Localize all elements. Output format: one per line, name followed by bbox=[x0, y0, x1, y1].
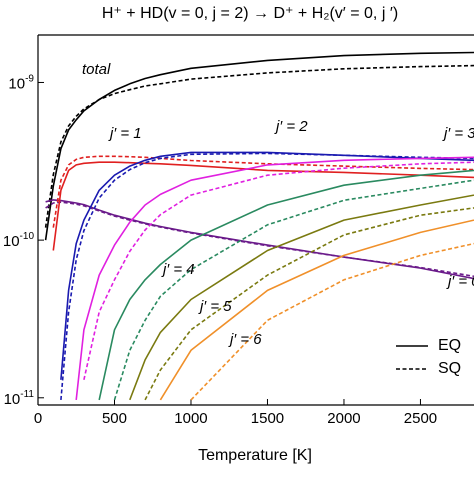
x-tick-label: 2000 bbox=[327, 410, 360, 427]
series-label: total bbox=[82, 61, 111, 78]
series-label: j′ = 1 bbox=[108, 125, 142, 142]
sq-line bbox=[84, 162, 474, 380]
y-tick-label: 10-9 bbox=[8, 73, 34, 92]
x-tick-label: 0 bbox=[34, 410, 42, 427]
series-label: j′ = 3 bbox=[442, 125, 474, 142]
y-tick-label: 10-10 bbox=[3, 231, 35, 250]
legend-label: SQ bbox=[438, 360, 461, 377]
x-tick-label: 1500 bbox=[251, 410, 284, 427]
series-label: j′ = 2 bbox=[274, 118, 308, 135]
y-tick-exponent: -11 bbox=[20, 388, 34, 399]
y-tick-label: 10-11 bbox=[4, 388, 35, 407]
sq-line bbox=[115, 180, 474, 400]
y-tick-base: 10 bbox=[3, 233, 20, 250]
series-label: j′ = 5 bbox=[198, 298, 232, 315]
eq-line bbox=[46, 53, 474, 241]
eq-line bbox=[76, 157, 474, 400]
series-label: j′ = 6 bbox=[228, 331, 262, 348]
x-axis-label: Temperature [K] bbox=[198, 447, 312, 464]
legend-label: EQ bbox=[438, 337, 461, 354]
x-tick-label: 500 bbox=[102, 410, 127, 427]
series-label: j′ = 0 bbox=[446, 273, 474, 290]
sq-line bbox=[191, 244, 474, 400]
y-tick-base: 10 bbox=[8, 75, 25, 92]
sq-line bbox=[46, 66, 474, 228]
x-tick-label: 1000 bbox=[174, 410, 207, 427]
chart-title: H⁺ + HD(v = 0, j = 2) → D⁺ + H₂(v′ = 0, … bbox=[102, 5, 398, 22]
y-tick-base: 10 bbox=[4, 391, 21, 408]
y-tick-exponent: -9 bbox=[25, 73, 34, 84]
x-tick-label: 2500 bbox=[404, 410, 437, 427]
series-label: j′ = 4 bbox=[161, 261, 195, 278]
y-tick-exponent: -10 bbox=[20, 231, 35, 242]
sq-line bbox=[145, 208, 474, 400]
